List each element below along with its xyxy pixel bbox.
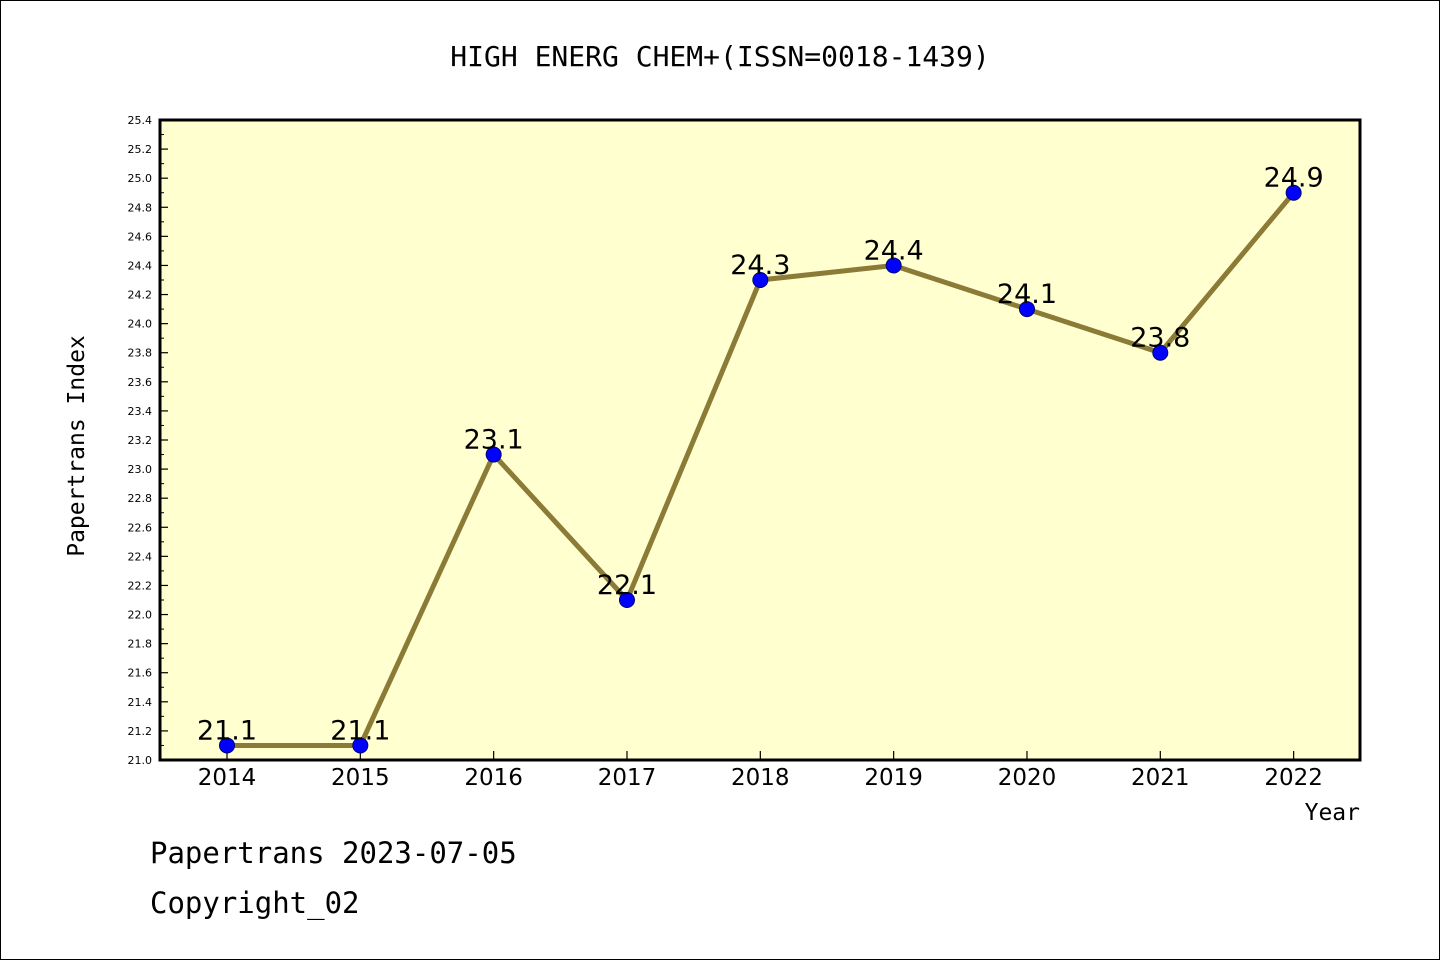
x-tick-label: 2015 — [331, 765, 390, 791]
footer-date-line: Papertrans 2023-07-05 — [150, 836, 517, 870]
y-tick-label: 21.2 — [128, 725, 153, 738]
y-tick-label: 23.8 — [128, 347, 153, 360]
x-tick-label: 2021 — [1131, 765, 1190, 791]
x-tick-label: 2019 — [864, 765, 923, 791]
x-axis-ticks: 2014 2015 2016 2017 2018 2019 2020 2021 2022 — [198, 751, 1323, 791]
x-tick-label: 2016 — [464, 765, 523, 791]
y-tick-label: 21.8 — [128, 638, 153, 651]
data-point — [1152, 344, 1169, 361]
y-tick-label: 22.6 — [128, 521, 153, 534]
x-axis-label: Year — [1305, 800, 1360, 826]
y-tick-label: 24.0 — [128, 318, 153, 331]
y-tick-label: 25.0 — [128, 172, 153, 185]
x-tick-label: 2014 — [198, 765, 257, 791]
data-point — [1018, 301, 1035, 318]
y-tick-label: 25.2 — [128, 143, 153, 156]
data-label: 23.8 — [1130, 323, 1190, 354]
y-tick-label: 22.8 — [128, 492, 153, 505]
plot-area — [158, 118, 1362, 762]
data-label: 21.1 — [330, 715, 390, 746]
data-point — [219, 737, 235, 754]
series-group: 21.1 21.1 23.1 22.1 24.3 24.4 24.1 23.8 24.9 — [197, 163, 1324, 754]
chart-title: HIGH ENERG CHEM+(ISSN=0018-1439) — [450, 40, 989, 73]
y-tick-label: 22.2 — [128, 579, 153, 592]
y-tick-label: 22.0 — [128, 609, 153, 622]
data-point — [618, 592, 635, 608]
x-tick-label: 2020 — [998, 765, 1057, 791]
data-label: 22.1 — [597, 570, 657, 601]
y-tick-label: 21.4 — [128, 696, 153, 709]
y-tick-label: 21.0 — [128, 754, 153, 767]
y-axis-label: Papertrans Index — [64, 335, 90, 557]
y-tick-label: 21.6 — [128, 667, 153, 680]
data-label: 24.4 — [864, 235, 924, 266]
data-point — [752, 272, 769, 288]
y-axis-ticks: 21.0 21.2 21.4 21.6 21.8 22.0 22.2 22.4 22.6 22.8… — [128, 114, 168, 767]
data-point — [1285, 184, 1302, 201]
y-tick-label: 22.4 — [128, 550, 153, 563]
y-tick-label: 23.4 — [128, 405, 153, 418]
y-tick-label: 24.2 — [128, 289, 153, 302]
y-tick-label: 23.0 — [128, 463, 153, 476]
data-label: 24.9 — [1264, 163, 1324, 194]
footer-copyright: Copyright_02 — [150, 886, 360, 920]
data-label: 21.1 — [197, 715, 257, 746]
x-tick-label: 2022 — [1264, 765, 1323, 791]
data-label: 24.3 — [730, 250, 790, 281]
data-label: 23.1 — [464, 425, 524, 456]
x-tick-label: 2017 — [598, 765, 657, 791]
data-point — [352, 737, 369, 754]
x-tick-label: 2018 — [731, 765, 790, 791]
data-point — [485, 446, 502, 463]
y-tick-label: 23.6 — [128, 376, 153, 389]
y-tick-label: 24.8 — [128, 201, 153, 214]
data-label: 24.1 — [997, 279, 1057, 310]
y-tick-label: 24.6 — [128, 230, 153, 243]
y-tick-label: 25.4 — [128, 114, 153, 127]
y-tick-label: 24.4 — [128, 259, 153, 272]
y-tick-label: 23.2 — [128, 434, 153, 447]
data-point — [885, 257, 902, 274]
